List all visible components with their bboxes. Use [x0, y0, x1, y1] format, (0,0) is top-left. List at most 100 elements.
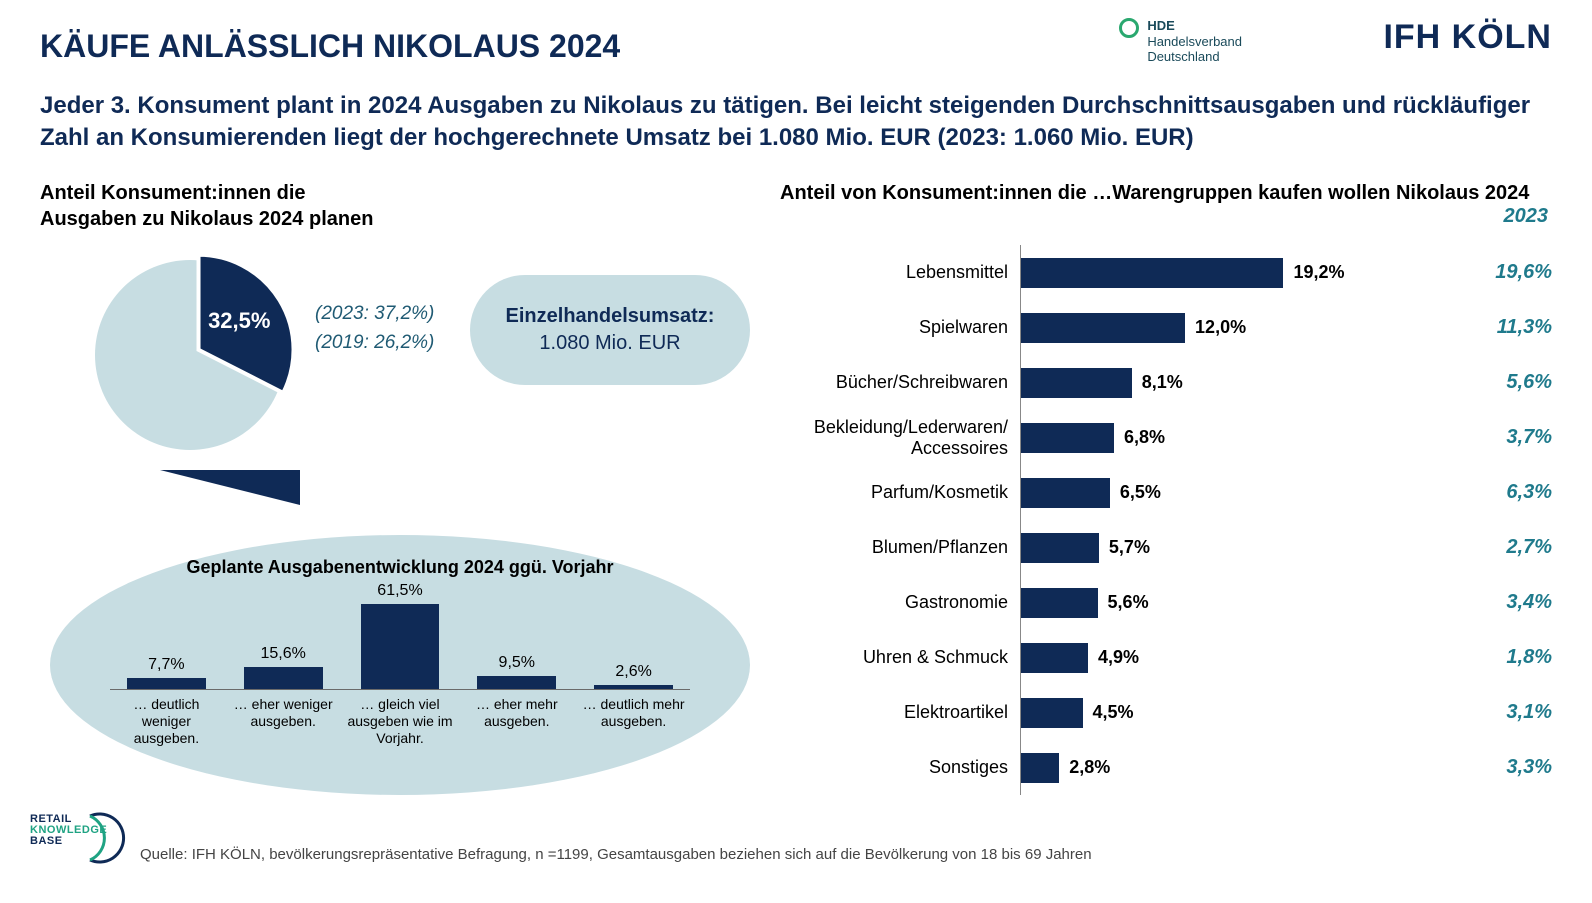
category-prev-value: 3,3% [1462, 756, 1552, 779]
spending-bar-label: … eher weniger ausgeben. [227, 696, 340, 746]
category-prev-value: 5,6% [1462, 371, 1552, 394]
pie-meta-2019: (2019: 26,2%) [315, 329, 434, 358]
spending-dev-panel: Geplante Ausgabenentwicklung 2024 ggü. V… [50, 535, 750, 795]
category-bar-track: 19,2% [1020, 245, 1462, 300]
category-value: 19,2% [1293, 262, 1344, 283]
ifh-logo: IFH KÖLN [1383, 18, 1552, 57]
category-bar-track: 5,6% [1020, 575, 1462, 630]
spending-bar-rect [477, 676, 556, 689]
spending-bar: 61,5% [344, 582, 457, 689]
category-bar [1021, 423, 1114, 453]
revenue-pill: Einzelhandelsumsatz: 1.080 Mio. EUR [470, 275, 750, 385]
category-prev-value: 3,1% [1462, 701, 1552, 724]
spending-bar-label: … deutlich mehr ausgeben. [577, 696, 690, 746]
categories-prev-year-label: 2023 [1504, 205, 1549, 228]
category-value: 4,5% [1093, 702, 1134, 723]
category-row: Spielwaren 12,0% 11,3% [780, 300, 1552, 355]
category-row: Sonstiges 2,8% 3,3% [780, 740, 1552, 795]
spending-dev-chart: 7,7%15,6%61,5%9,5%2,6% … deutlich wenige… [110, 590, 690, 765]
category-row: Uhren & Schmuck 4,9% 1,8% [780, 630, 1552, 685]
category-label: Parfum/Kosmetik [780, 482, 1020, 503]
hde-logo-line2: Handelsverband [1147, 34, 1242, 50]
pie-meta: (2023: 37,2%) (2019: 26,2%) [315, 300, 434, 357]
spending-bar-value: 61,5% [377, 582, 422, 600]
category-bar [1021, 588, 1098, 618]
category-label: Gastronomie [780, 592, 1020, 613]
category-bar-track: 6,5% [1020, 465, 1462, 520]
category-value: 6,8% [1124, 427, 1165, 448]
category-row: Gastronomie 5,6% 3,4% [780, 575, 1552, 630]
spending-bar: 2,6% [577, 663, 690, 689]
spending-bar-label: … gleich viel ausgeben wie im Vorjahr. [344, 696, 457, 746]
category-bar [1021, 753, 1059, 783]
category-value: 5,6% [1108, 592, 1149, 613]
category-prev-value: 2,7% [1462, 536, 1552, 559]
category-label: Bücher/Schreibwaren [780, 372, 1020, 393]
spending-bar-rect [594, 685, 673, 689]
pie-chart-title: Anteil Konsument:innen dieAusgaben zu Ni… [40, 180, 373, 232]
spending-bar-label: … eher mehr ausgeben. [460, 696, 573, 746]
category-label: Lebensmittel [780, 262, 1020, 283]
category-bar [1021, 478, 1110, 508]
revenue-pill-value: 1.080 Mio. EUR [539, 332, 680, 355]
category-value: 2,8% [1069, 757, 1110, 778]
category-bar-track: 2,8% [1020, 740, 1462, 795]
category-row: Elektroartikel 4,5% 3,1% [780, 685, 1552, 740]
categories-chart: Lebensmittel 19,2% 19,6% Spielwaren 12,0% 11,… [780, 245, 1552, 813]
category-bar-track: 4,5% [1020, 685, 1462, 740]
category-bar [1021, 258, 1283, 288]
pie-svg [70, 245, 330, 505]
hde-logo-icon [1119, 18, 1139, 38]
category-label: Bekleidung/Lederwaren/Accessoires [780, 417, 1020, 458]
spending-bar-value: 9,5% [499, 654, 535, 672]
category-bar-track: 6,8% [1020, 410, 1462, 465]
category-prev-value: 19,6% [1462, 261, 1552, 284]
spending-bar-rect [361, 604, 440, 689]
category-value: 5,7% [1109, 537, 1150, 558]
pie-meta-2023: (2023: 37,2%) [315, 300, 434, 329]
category-bar [1021, 643, 1088, 673]
category-bar [1021, 698, 1083, 728]
category-bar [1021, 533, 1099, 563]
category-prev-value: 6,3% [1462, 481, 1552, 504]
hde-logo-line1: HDE [1147, 18, 1242, 34]
spending-bar: 9,5% [460, 654, 573, 689]
spending-bar-label: … deutlich weniger ausgeben. [110, 696, 223, 746]
category-label: Elektroartikel [780, 702, 1020, 723]
hde-logo: HDE Handelsverband Deutschland [1119, 18, 1242, 65]
pie-slice-label: 32,5% [208, 308, 270, 334]
category-value: 12,0% [1195, 317, 1246, 338]
spending-bar-value: 15,6% [261, 645, 306, 663]
category-bar [1021, 313, 1185, 343]
category-bar-track: 5,7% [1020, 520, 1462, 575]
category-bar [1021, 368, 1132, 398]
category-bar-track: 8,1% [1020, 355, 1462, 410]
category-row: Bücher/Schreibwaren 8,1% 5,6% [780, 355, 1552, 410]
spending-bar-rect [244, 667, 323, 689]
category-value: 8,1% [1142, 372, 1183, 393]
categories-chart-title: Anteil von Konsument:innen die …Warengru… [780, 180, 1529, 206]
category-value: 6,5% [1120, 482, 1161, 503]
category-label: Blumen/Pflanzen [780, 537, 1020, 558]
category-value: 4,9% [1098, 647, 1139, 668]
rkb-line3: BASE [30, 836, 107, 847]
category-prev-value: 3,7% [1462, 426, 1552, 449]
category-prev-value: 1,8% [1462, 646, 1552, 669]
category-label: Sonstiges [780, 757, 1020, 778]
rkb-logo: RETAIL KNOWLEDGE BASE [30, 808, 130, 873]
page-subtitle: Jeder 3. Konsument plant in 2024 Ausgabe… [40, 90, 1552, 155]
category-row: Bekleidung/Lederwaren/Accessoires 6,8% 3,7… [780, 410, 1552, 465]
pie-chart-title-text: Anteil Konsument:innen dieAusgaben zu Ni… [40, 182, 373, 230]
revenue-pill-title: Einzelhandelsumsatz: [506, 305, 715, 328]
pie-chart: 32,5% [70, 245, 330, 505]
page-title: KÄUFE ANLÄSSLICH NIKOLAUS 2024 [40, 28, 620, 65]
category-bar-track: 4,9% [1020, 630, 1462, 685]
category-row: Lebensmittel 19,2% 19,6% [780, 245, 1552, 300]
category-prev-value: 3,4% [1462, 591, 1552, 614]
category-label: Uhren & Schmuck [780, 647, 1020, 668]
category-prev-value: 11,3% [1462, 316, 1552, 339]
spending-dev-title: Geplante Ausgabenentwicklung 2024 ggü. V… [50, 557, 750, 578]
category-row: Parfum/Kosmetik 6,5% 6,3% [780, 465, 1552, 520]
spending-bar-value: 7,7% [148, 656, 184, 674]
category-label: Spielwaren [780, 317, 1020, 338]
